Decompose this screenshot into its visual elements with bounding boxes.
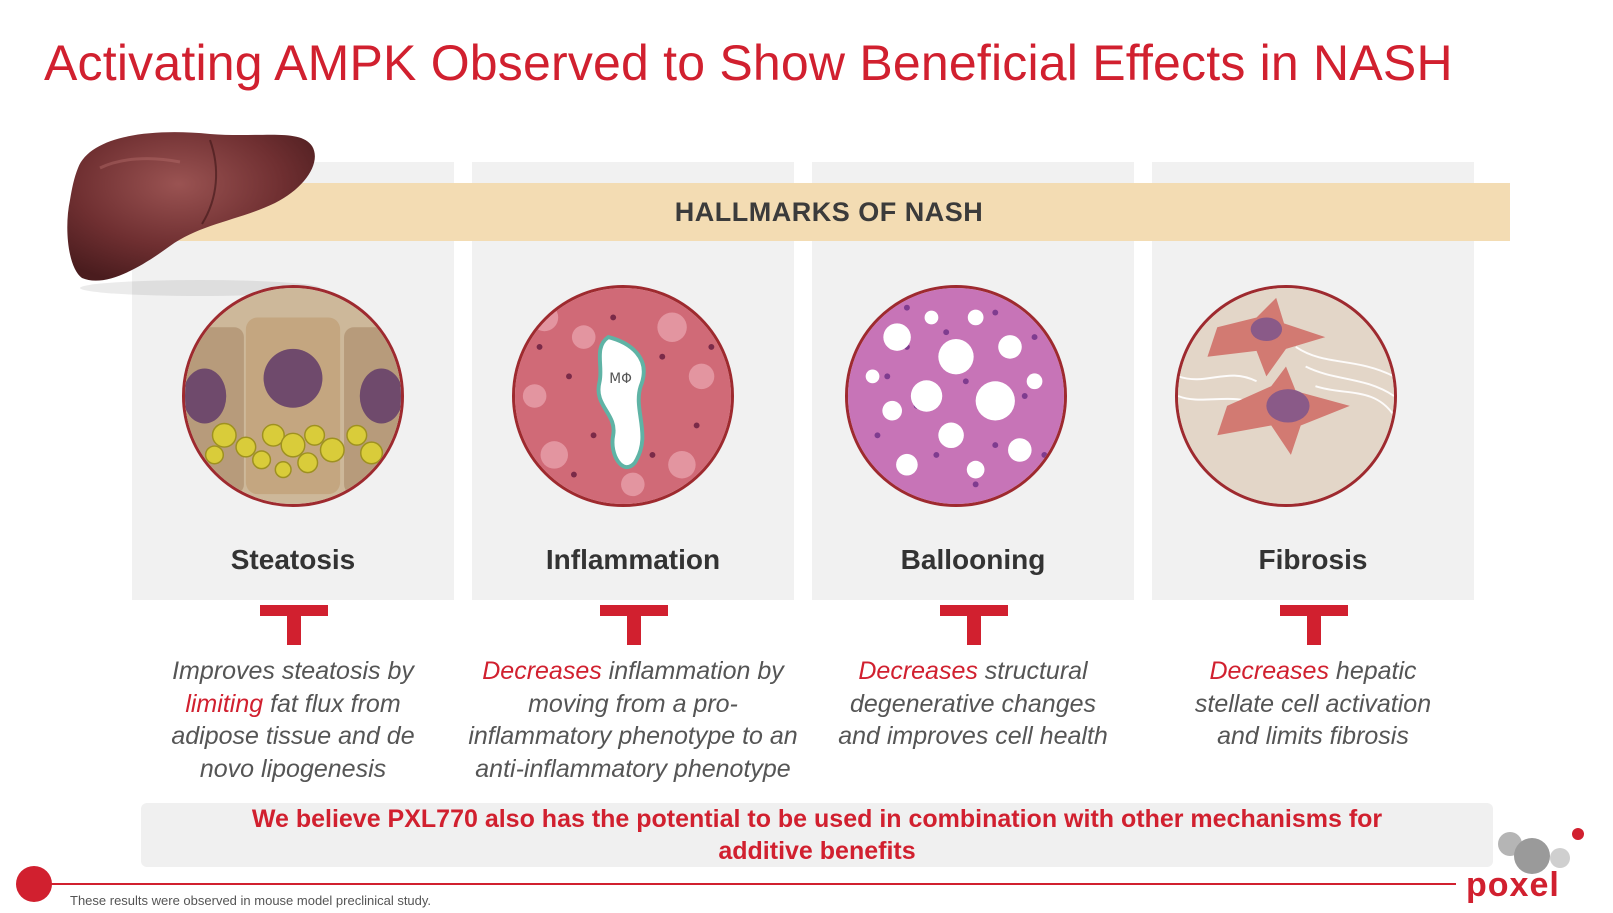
inhibition-icon bbox=[1280, 605, 1348, 645]
description-line: Improves steatosis by bbox=[113, 655, 473, 688]
description-line: moving from a pro- bbox=[453, 688, 813, 721]
macrophage-label: MΦ bbox=[609, 371, 632, 387]
description-text: adipose tissue and de bbox=[171, 722, 415, 750]
combination-note-line: additive benefits bbox=[718, 837, 916, 865]
description-text: hepatic bbox=[1328, 657, 1417, 685]
description-line: novo lipogenesis bbox=[113, 753, 473, 786]
description-line: inflammatory phenotype to an bbox=[453, 720, 813, 753]
footer-dot bbox=[16, 866, 52, 902]
ballooning-image bbox=[845, 285, 1067, 507]
hallmark-description-steatosis: Improves steatosis by limiting fat flux f… bbox=[113, 655, 473, 785]
description-text: and limits fibrosis bbox=[1217, 722, 1409, 750]
poxel-logo-text: poxel bbox=[1466, 866, 1560, 904]
hallmark-label-ballooning: Ballooning bbox=[900, 544, 1046, 575]
hallmark-description-ballooning: Decreases structural degenerative changes… bbox=[793, 655, 1153, 753]
description-line: Decreases hepatic bbox=[1133, 655, 1493, 688]
description-text: inflammation by bbox=[601, 657, 784, 685]
description-text: inflammatory phenotype to an bbox=[468, 722, 798, 750]
description-text: and improves cell health bbox=[838, 722, 1108, 750]
combination-note: We believe PXL770 also has the potential… bbox=[141, 803, 1493, 867]
description-highlight: limiting bbox=[185, 689, 264, 718]
hallmark-label-fibrosis: Fibrosis bbox=[1258, 544, 1368, 575]
description-line: Decreases structural bbox=[793, 655, 1153, 688]
hallmark-description-fibrosis: Decreases hepatic stellate cell activatio… bbox=[1133, 655, 1493, 753]
combination-note-line: We believe PXL770 also has the potential… bbox=[251, 805, 1383, 833]
description-text: degenerative changes bbox=[849, 689, 1097, 718]
description-line: and improves cell health bbox=[793, 720, 1153, 753]
slide-title: Activating AMPK Observed to Show Benefic… bbox=[44, 35, 1453, 91]
description-text: structural bbox=[977, 657, 1088, 685]
inflammation-image: MΦ bbox=[512, 285, 734, 507]
description-text: Improves steatosis by bbox=[172, 657, 414, 685]
inhibition-icon bbox=[940, 605, 1008, 645]
inhibition-icon bbox=[260, 605, 328, 645]
footer-divider bbox=[36, 883, 1456, 885]
hallmark-label-inflammation: Inflammation bbox=[545, 544, 721, 575]
steatosis-image bbox=[182, 285, 404, 507]
liver-illustration bbox=[67, 132, 320, 296]
inhibition-icon bbox=[600, 605, 668, 645]
description-line: anti-inflammatory phenotype bbox=[453, 753, 813, 786]
hallmarks-band-label: HALLMARKS OF NASH bbox=[674, 196, 984, 227]
poxel-logo-mark bbox=[1498, 828, 1584, 874]
description-text: stellate cell activation bbox=[1194, 689, 1432, 718]
fibrosis-image bbox=[1175, 285, 1397, 507]
footnote: These results were observed in mouse mod… bbox=[70, 893, 432, 908]
description-line: adipose tissue and de bbox=[113, 720, 473, 753]
description-line: degenerative changes bbox=[793, 688, 1153, 721]
description-line: Decreases inflammation by bbox=[453, 655, 813, 688]
description-text: novo lipogenesis bbox=[199, 754, 387, 783]
description-line: and limits fibrosis bbox=[1133, 720, 1493, 753]
description-line: stellate cell activation bbox=[1133, 688, 1493, 721]
hallmark-description-inflammation: Decreases inflammation by moving from a p… bbox=[453, 655, 813, 785]
hallmarks-band: HALLMARKS OF NASH bbox=[148, 183, 1510, 241]
description-text: moving from a pro- bbox=[528, 689, 738, 718]
description-text: anti-inflammatory phenotype bbox=[475, 754, 791, 783]
hallmark-label-steatosis: Steatosis bbox=[230, 544, 356, 575]
description-text: fat flux from bbox=[263, 689, 401, 718]
description-highlight: Decreases bbox=[858, 657, 978, 685]
description-line: limiting fat flux from bbox=[113, 688, 473, 721]
description-highlight: Decreases bbox=[482, 657, 602, 685]
description-highlight: Decreases bbox=[1209, 657, 1329, 685]
